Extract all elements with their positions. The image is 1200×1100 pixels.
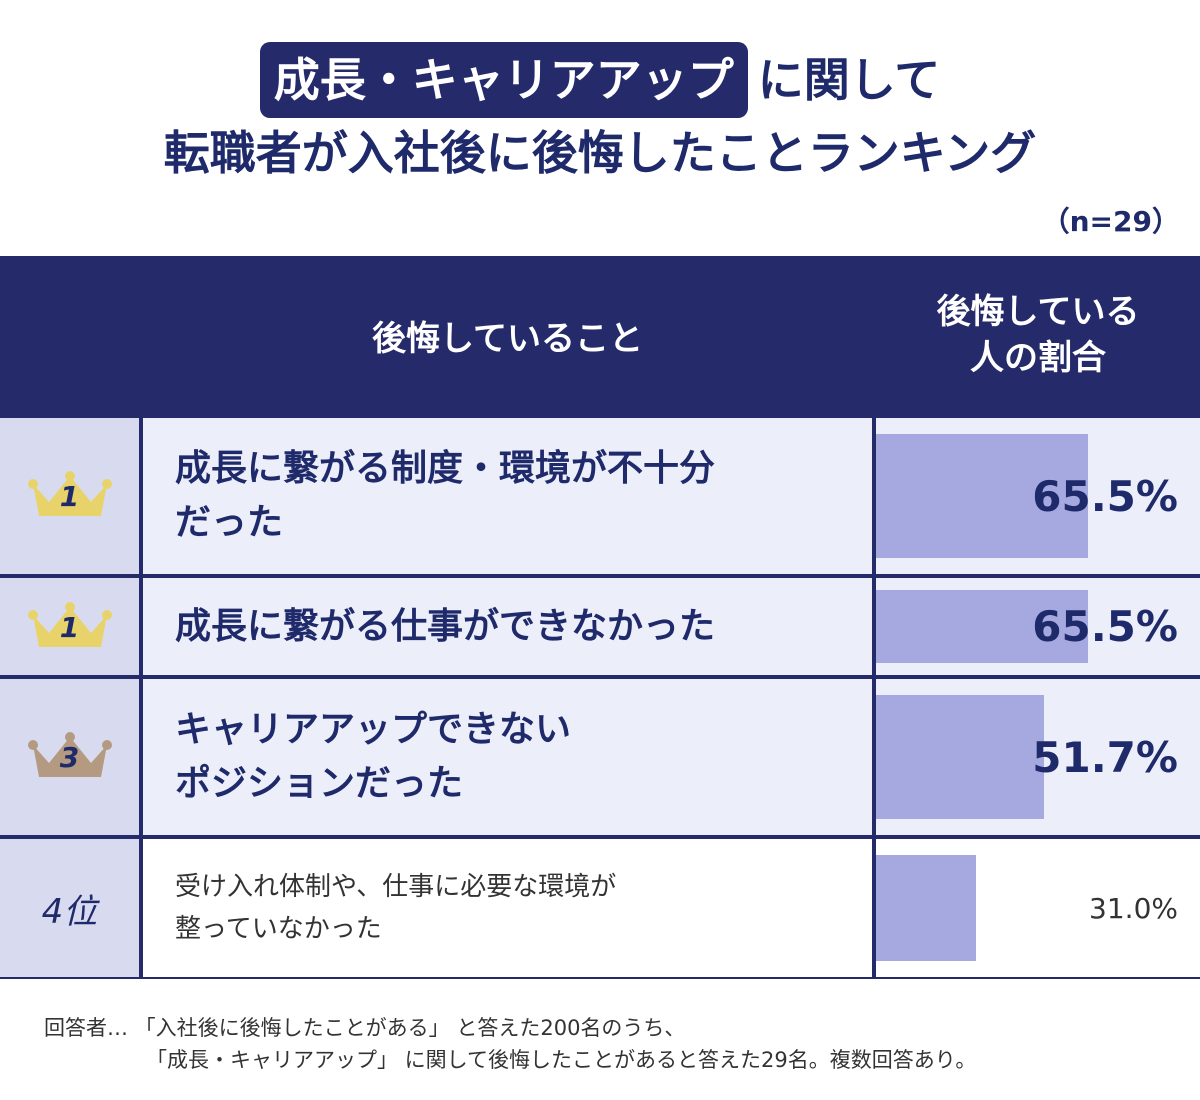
title-line-2: 転職者が入社後に後悔したことランキング <box>163 126 1037 180</box>
item-label-line: 成長に繋がる仕事ができなかった <box>175 605 716 647</box>
value-label: 31.0% <box>1089 891 1178 925</box>
bronze-crown-icon: 3 <box>27 731 113 783</box>
rank-cell: 1 <box>0 578 139 675</box>
rank-cell: 3 <box>0 679 139 835</box>
value-label: 65.5% <box>1032 602 1178 651</box>
ranking-table: 後悔していること 後悔している 人の割合 1 成長に繋がる制度・環境が不十分 だった… <box>0 256 1200 979</box>
title-highlight: 成長・キャリアアップ <box>259 42 748 118</box>
value-label: 51.7% <box>1032 732 1178 782</box>
item-label-cell: 成長に繋がる仕事ができなかった <box>143 578 872 675</box>
percentage-cell: 51.7% <box>876 679 1200 835</box>
header-pct-line2: 人の割合 <box>969 338 1106 378</box>
rank-number: 3 <box>59 741 80 774</box>
item-label-line: 成長に繋がる制度・環境が不十分 <box>175 448 716 489</box>
item-label-line: 受け入れ体制や、仕事に必要な環境が <box>175 872 617 902</box>
item-label-cell: キャリアアップできない ポジションだった <box>143 679 872 835</box>
percentage-cell: 31.0% <box>876 839 1200 977</box>
rank-cell: 1 <box>0 418 139 574</box>
sample-size: （n=29） <box>1041 205 1180 238</box>
bar <box>876 590 1088 663</box>
footnote-line1: 回答者… 「入社後に後悔したことがある」 と答えた200名のうち、 <box>44 1016 686 1040</box>
title-line1-rest: に関して <box>757 53 941 107</box>
item-label-line: だった <box>175 502 284 543</box>
gold-crown-icon: 1 <box>27 470 113 522</box>
bar <box>876 855 976 961</box>
header-pct-line1: 後悔している <box>936 292 1140 332</box>
item-label-line: キャリアアップできない <box>175 709 572 750</box>
title-line-1: 成長・キャリアアップ に関して <box>0 42 1200 118</box>
bar <box>876 695 1044 819</box>
gold-crown-icon: 1 <box>27 601 113 653</box>
rank-label: 4位 <box>41 891 98 932</box>
bar <box>876 434 1088 558</box>
rank-cell: 4位 <box>0 839 139 977</box>
percentage-cell: 65.5% <box>876 418 1200 574</box>
item-label-cell: 成長に繋がる制度・環境が不十分 だった <box>143 418 872 574</box>
item-label-line: ポジションだった <box>175 763 464 804</box>
footnote-line2: 「成長・キャリアアップ」 に関して後悔したことがあると答えた29名。複数回答あり… <box>146 1048 977 1072</box>
percentage-cell: 65.5% <box>876 578 1200 675</box>
rank-number: 1 <box>59 610 80 644</box>
item-label-cell: 受け入れ体制や、仕事に必要な環境が 整っていなかった <box>143 839 872 977</box>
header-rank-cell <box>0 256 139 414</box>
rank-number: 1 <box>59 480 80 513</box>
header-percentage: 後悔している 人の割合 <box>876 256 1200 414</box>
header-item: 後悔していること <box>143 256 872 414</box>
value-label: 65.5% <box>1032 471 1178 521</box>
footnote: 回答者… 「入社後に後悔したことがある」 と答えた200名のうち、 「成長・キャ… <box>44 1012 976 1076</box>
item-label-line: 整っていなかった <box>175 914 382 944</box>
